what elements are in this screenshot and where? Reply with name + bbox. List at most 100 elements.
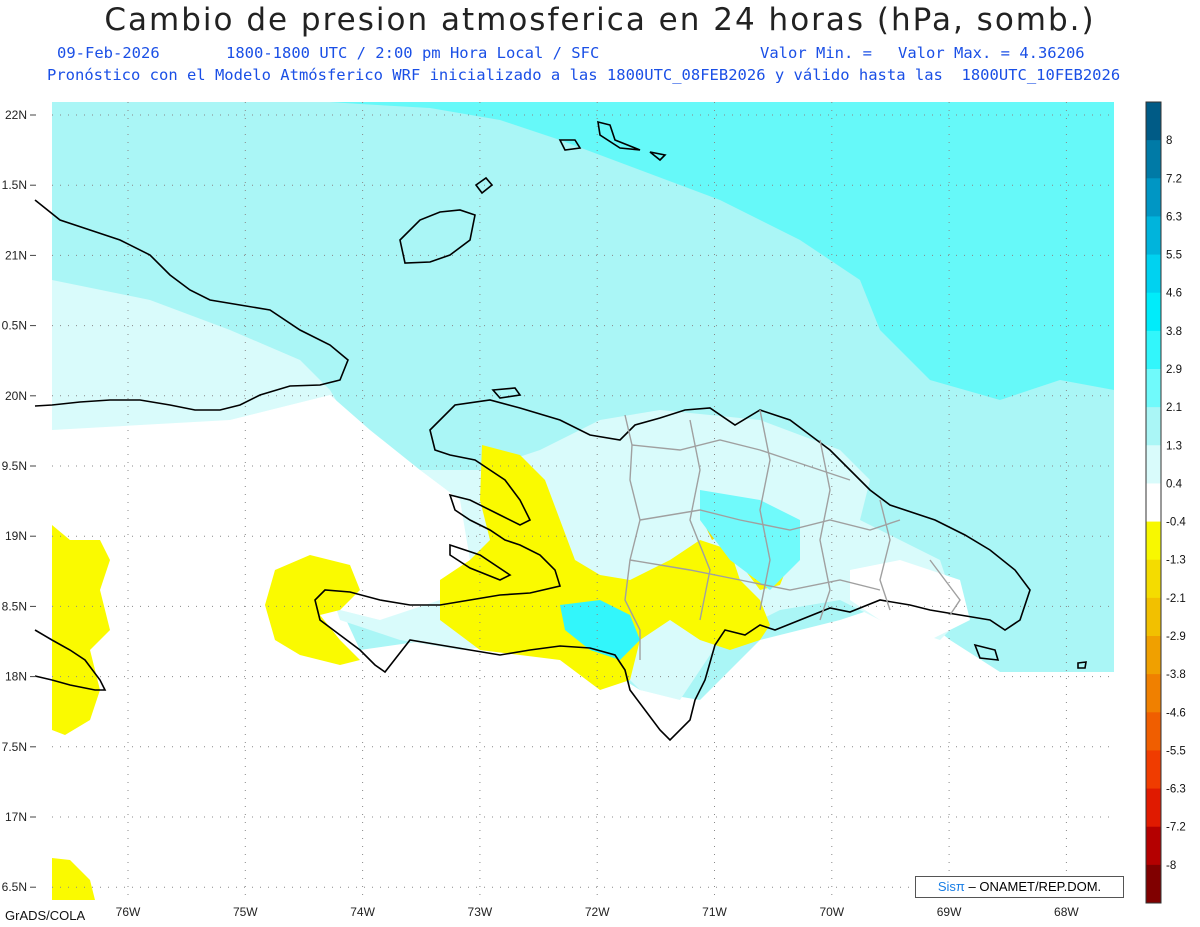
latitude-tick-label: 0.5N xyxy=(2,319,27,333)
turks-island-2 xyxy=(558,139,582,151)
province-line-6 xyxy=(819,439,831,621)
latitude-tick-label: 22N xyxy=(5,108,27,122)
colorbar-label: 0.4 xyxy=(1166,478,1183,490)
latitude-tick-label: 20N xyxy=(5,389,27,403)
coastlines xyxy=(34,120,1087,742)
turks-island-3 xyxy=(649,151,667,162)
credit-box: Sisπ – ONAMET/REP.DOM. xyxy=(915,876,1124,898)
province-line-4 xyxy=(689,419,711,621)
positive-patch-gulf xyxy=(560,600,640,660)
colorbar-label: 8 xyxy=(1166,135,1172,147)
colorbar-label: -8 xyxy=(1166,860,1176,872)
colorbar-swatch xyxy=(1146,445,1161,484)
colorbar-label: 4.6 xyxy=(1166,288,1182,300)
colorbar-swatch xyxy=(1146,750,1161,790)
colorbar-swatch xyxy=(1146,102,1161,141)
latitude-tick-label: 6.5N xyxy=(2,880,27,894)
white-zone xyxy=(52,395,1114,900)
chart-title: Cambio de presion atmosferica en 24 hora… xyxy=(104,2,1096,38)
longitude-tick-label: 73W xyxy=(468,905,493,919)
negative-zone-bottom-left xyxy=(52,858,95,900)
colorbar-label: -7.2 xyxy=(1166,822,1186,834)
colorbar-swatch xyxy=(1146,254,1161,294)
colorbar-swatch xyxy=(1146,407,1161,446)
negative-zone-left-edge xyxy=(52,525,110,735)
colorbar-label: 5.5 xyxy=(1166,250,1182,262)
latitude-tick-label: 19N xyxy=(5,529,27,543)
province-line-2 xyxy=(639,509,901,531)
colorbar-label: -5.5 xyxy=(1166,745,1186,757)
mona-island xyxy=(1077,661,1087,669)
colorbar-label: -6.3 xyxy=(1166,784,1186,796)
longitude-tick-label: 70W xyxy=(819,905,844,919)
latitude-tick-label: 17N xyxy=(5,810,27,824)
province-line-5 xyxy=(759,409,771,611)
province-line-1 xyxy=(631,439,851,481)
latitude-labels: 22N 1.5N 21N 0.5N 20N 9.5N 19N 8.5N 18N 7.5N 17N 6.… xyxy=(2,108,36,894)
longitude-tick-label: 69W xyxy=(937,905,962,919)
colorbar-swatch xyxy=(1146,216,1161,256)
latitude-tick-label: 18N xyxy=(5,670,27,684)
jamaica-partial xyxy=(34,629,107,691)
graticule xyxy=(52,102,1114,900)
colorbar-label: 2.1 xyxy=(1166,402,1182,414)
colorbar-swatch xyxy=(1146,559,1161,599)
max-value-label: Valor Max. = 4.36206 xyxy=(898,44,1085,62)
field-fills xyxy=(52,102,1114,900)
province-line-7 xyxy=(879,499,891,611)
province-line-8 xyxy=(929,559,961,616)
colorbar-swatch xyxy=(1146,712,1161,751)
min-value-label: Valor Min. = xyxy=(760,44,872,62)
colorbar-label: -1.3 xyxy=(1166,555,1186,567)
tortuga-island xyxy=(491,387,522,399)
turks-island-1 xyxy=(597,120,641,151)
province-borders xyxy=(624,409,961,660)
saona-island xyxy=(973,643,1000,661)
colorbar-swatch xyxy=(1146,140,1161,179)
colorbar-swatch xyxy=(1146,826,1161,866)
colorbar-swatch xyxy=(1146,483,1161,523)
bahamas-island-1 xyxy=(399,209,476,264)
date-label: 09-Feb-2026 xyxy=(57,44,160,62)
longitude-tick-label: 76W xyxy=(116,905,141,919)
positive-patch-cibao xyxy=(700,490,800,590)
colorbar-swatch xyxy=(1146,597,1161,637)
colorbar-legend: 8 7.2 6.3 5.5 4.6 3.8 2.9 2.1 1.3 0.4 -0.4 -1.3 -2.1… xyxy=(1145,101,1186,904)
colorbar-label: -3.8 xyxy=(1166,669,1186,681)
credit-text: – ONAMET/REP.DOM. xyxy=(968,879,1102,894)
cuba-coast xyxy=(34,199,349,411)
colorbar-label: 2.9 xyxy=(1166,364,1182,376)
time-info-label: 1800-1800 UTC / 2:00 pm Hora Local / SFC xyxy=(226,44,600,62)
colorbar-swatch xyxy=(1146,864,1161,904)
colorbar-swatch xyxy=(1146,521,1161,561)
colorbar-label: -2.1 xyxy=(1166,593,1186,605)
colorbar-swatch xyxy=(1146,292,1161,332)
colorbar-swatch xyxy=(1146,636,1161,675)
longitude-labels: 76W 75W 74W 73W 72W 71W 70W 69W 68W xyxy=(116,905,1080,919)
hispaniola-coast xyxy=(314,399,1031,742)
gonave-island xyxy=(449,543,512,581)
colorbar-swatch xyxy=(1146,674,1161,713)
latitude-tick-label: 1.5N xyxy=(2,178,27,192)
colorbar-label: -2.9 xyxy=(1166,631,1186,643)
latitude-tick-label: 9.5N xyxy=(2,459,27,473)
longitude-tick-label: 72W xyxy=(585,905,610,919)
colorbar-label: 7.2 xyxy=(1166,173,1182,185)
colorbar-swatch xyxy=(1146,178,1161,217)
sis-logo: Sisπ xyxy=(937,879,965,894)
colorbar-label: -0.4 xyxy=(1166,517,1186,529)
positive-zone-strong xyxy=(330,102,1114,400)
colorbar-border xyxy=(1145,101,1162,904)
haiti-dr-border xyxy=(624,414,641,660)
colorbar-label: 3.8 xyxy=(1166,326,1182,338)
latitude-tick-label: 7.5N xyxy=(2,740,27,754)
colorbar-label: -4.6 xyxy=(1166,707,1186,719)
forecast-info-line: Pronóstico con el Modelo Atmósferico WRF… xyxy=(47,66,1121,84)
longitude-tick-label: 75W xyxy=(233,905,258,919)
longitude-tick-label: 68W xyxy=(1054,905,1079,919)
grads-label: GrADS/COLA xyxy=(5,908,86,923)
latitude-tick-label: 8.5N xyxy=(2,599,27,613)
colorbar-swatch xyxy=(1146,788,1161,828)
latitude-tick-label: 21N xyxy=(5,248,27,262)
